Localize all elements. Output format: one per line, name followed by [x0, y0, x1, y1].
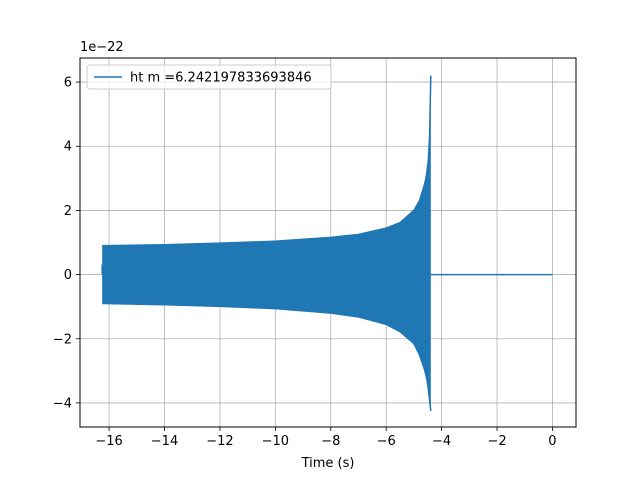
series-strain-lower-envelope: [102, 302, 432, 412]
x-tick-label: −6: [377, 434, 396, 449]
x-tick-label: 0: [548, 434, 556, 449]
y-tick-label: −4: [53, 396, 72, 411]
legend-box: [86, 64, 332, 90]
x-tick-label: −2: [487, 434, 506, 449]
y-tick-label: 2: [64, 204, 72, 219]
y-tick-label: 6: [64, 76, 72, 91]
axes-frame: [79, 57, 577, 428]
y-tick-label: 4: [64, 140, 72, 155]
x-tick-label: −8: [321, 434, 340, 449]
y-tick-label: 0: [64, 268, 72, 283]
legend: ht m =6.242197833693846: [86, 64, 332, 90]
series-strain-upper-envelope: [102, 75, 432, 247]
x-tick-label: −14: [151, 434, 178, 449]
series-strain-oscillation: [102, 75, 431, 411]
y-scale-multiplier: 1e−22: [80, 40, 124, 55]
plot-area: [101, 75, 553, 412]
x-tick-label: −10: [262, 434, 289, 449]
x-axis-label: Time (s): [301, 456, 355, 471]
x-tick-label: −4: [432, 434, 451, 449]
x-tick-label: −16: [95, 434, 122, 449]
x-tick-label: −12: [206, 434, 233, 449]
legend-entry-label: ht m =6.242197833693846: [130, 71, 312, 86]
y-tick-label: −2: [53, 332, 72, 347]
axis-ticks: −16 −14 −12 −10 −8 −6 −4 −2 0 −4 −2 0 2 4 6: [53, 76, 557, 449]
